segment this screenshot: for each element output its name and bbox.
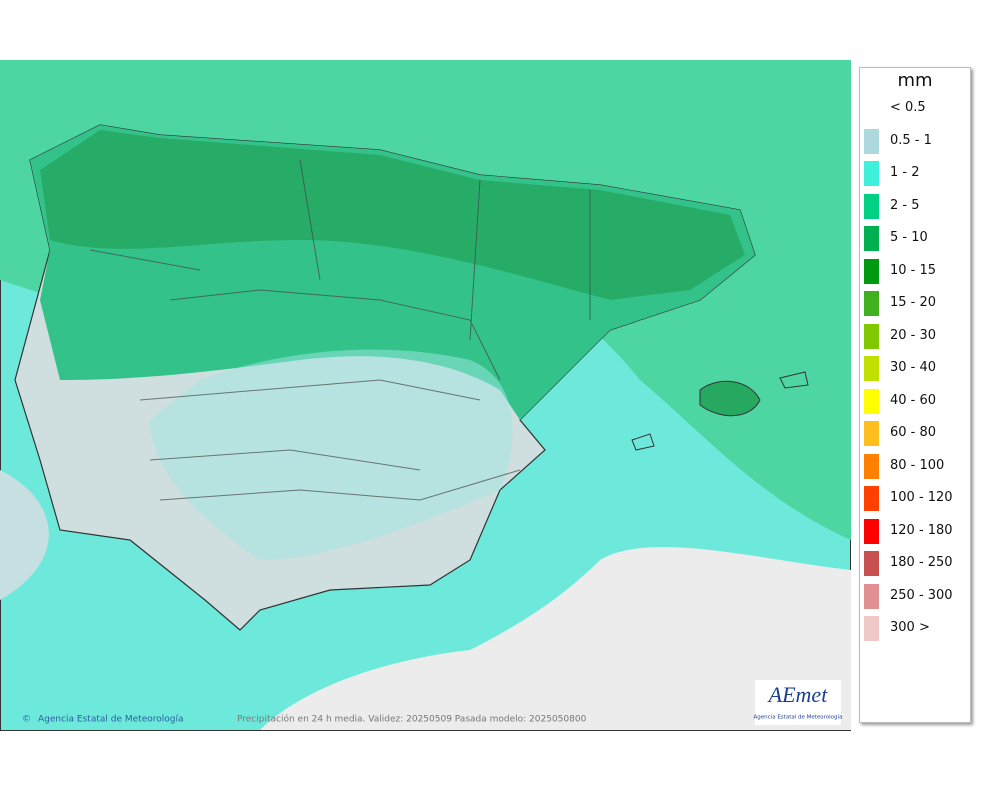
legend-label: 30 - 40 <box>890 360 937 375</box>
credit: Agencia Estatal de Meteorología <box>38 715 184 725</box>
legend-swatch <box>864 323 879 349</box>
legend-label: 20 - 30 <box>890 327 937 343</box>
legend-label: 1 - 2 <box>890 165 920 180</box>
legend-label: 0.5 - 1 <box>890 132 932 148</box>
legend-swatch <box>864 226 879 251</box>
legend-label: 250 - 300 <box>890 587 953 603</box>
legend-label: 100 - 120 <box>890 490 953 505</box>
legend-label: 10 - 15 <box>890 262 937 278</box>
logo-box <box>755 680 841 725</box>
legend-label: 15 - 20 <box>890 295 937 310</box>
rain-zone <box>40 130 745 300</box>
island <box>779 371 809 389</box>
legend-swatch <box>864 421 879 446</box>
legend-swatch <box>864 291 879 316</box>
island <box>699 380 761 417</box>
legend-swatch <box>864 161 879 186</box>
legend-label: 60 - 80 <box>890 425 937 440</box>
legend-swatch <box>864 616 879 641</box>
legend-label: 2 - 5 <box>890 197 920 213</box>
legend-label: 5 - 10 <box>890 230 928 245</box>
island <box>631 433 655 451</box>
legend-title: mm <box>897 70 933 91</box>
legend-label: 180 - 250 <box>890 555 953 570</box>
legend-label: 80 - 100 <box>890 457 945 473</box>
rain-zone <box>0 60 851 260</box>
caption: Precipitación en 24 h media. Validez: 20… <box>237 714 587 725</box>
legend-swatch <box>864 388 879 414</box>
rain-zone <box>0 470 49 600</box>
legend-swatch <box>864 486 879 511</box>
logo: AEmet <box>767 682 829 707</box>
legend-swatch <box>864 128 879 154</box>
map: © Agencia Estatal de Meteorología Precip… <box>0 60 851 731</box>
copyright-icon: © <box>22 715 31 725</box>
legend-swatch <box>864 258 879 284</box>
legend-swatch <box>864 551 879 576</box>
legend-label: < 0.5 <box>890 100 926 115</box>
legend: mm < 0.5 0.5 - 1 1 - 2 2 - 5 5 - 10 10 - 15 15… <box>859 67 971 723</box>
africa <box>260 547 851 730</box>
legend-swatch <box>864 193 879 219</box>
legend-swatch <box>864 453 879 479</box>
legend-label: 300 > <box>890 620 930 635</box>
legend-label: 40 - 60 <box>890 392 937 408</box>
legend-label: 120 - 180 <box>890 522 953 538</box>
borders <box>89 159 591 501</box>
logo-subtitle: Agencia Estatal de Meteorología <box>754 714 843 721</box>
rain-zone <box>150 349 513 560</box>
legend-swatch <box>864 356 879 381</box>
legend-swatch <box>864 518 879 544</box>
legend-swatch <box>864 583 879 609</box>
